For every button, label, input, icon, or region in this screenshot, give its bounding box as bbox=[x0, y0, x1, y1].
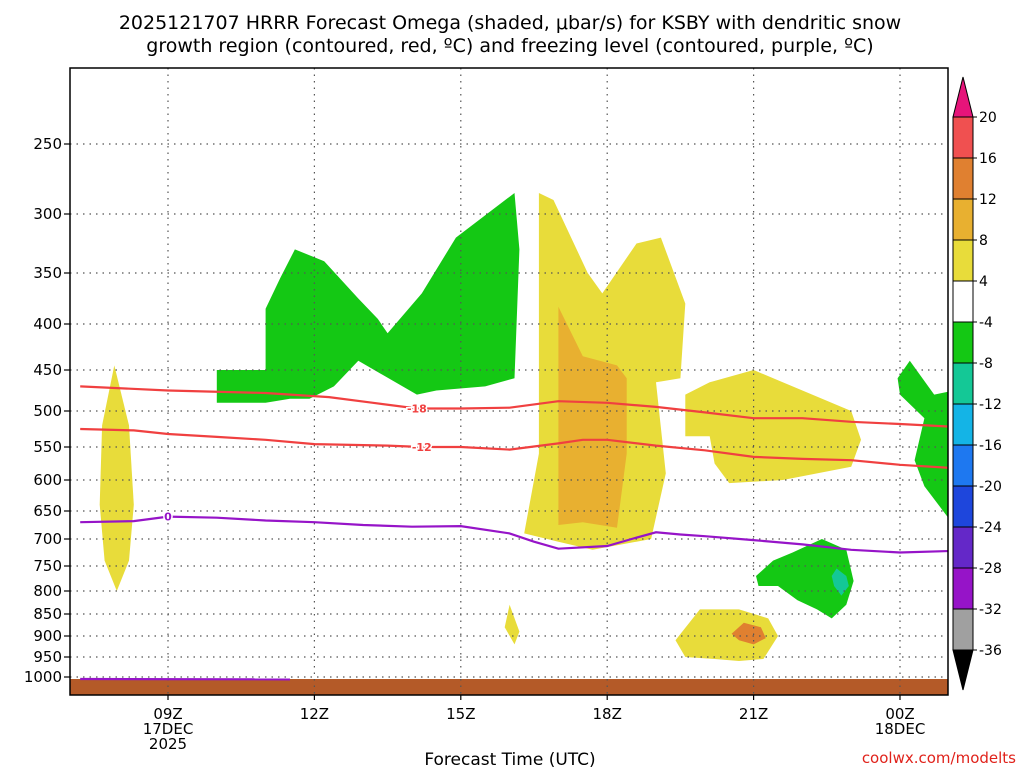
grid-layer bbox=[70, 68, 948, 695]
colorbar-swatch bbox=[952, 608, 974, 651]
contour-label: -18 bbox=[407, 403, 427, 416]
colorbar-label: -8 bbox=[979, 356, 993, 372]
colorbar: 20 16 12 8 4 -4 -8 -12 -16 -20 -24 -28 -32 -36 bbox=[952, 76, 1002, 691]
colorbar-label: -36 bbox=[979, 643, 1002, 659]
y-tick-label: 400 bbox=[33, 315, 62, 333]
y-tick-label: 850 bbox=[33, 605, 62, 623]
x-tick-label: 21Z bbox=[739, 705, 768, 723]
colorbar-top-arrow bbox=[952, 76, 974, 118]
y-tick-label: 600 bbox=[33, 471, 62, 489]
contour-layer: -18 -12 0 bbox=[80, 385, 948, 681]
colorbar-swatch bbox=[952, 444, 974, 487]
omega-region-1 bbox=[216, 193, 520, 403]
colorbar-label: -28 bbox=[979, 561, 1002, 577]
y-tick-label: 700 bbox=[33, 530, 62, 548]
y-tick-label: 450 bbox=[33, 361, 62, 379]
omega-region-8 bbox=[675, 609, 778, 661]
y-tick-label: 350 bbox=[33, 264, 62, 282]
y-tick-label: 1000 bbox=[24, 668, 62, 686]
omega-region-3 bbox=[558, 306, 627, 528]
colorbar-swatch bbox=[952, 239, 974, 282]
y-tick-label: 500 bbox=[33, 402, 62, 420]
contour-line-1 bbox=[80, 427, 948, 469]
x-tick-label: 18Z bbox=[593, 705, 622, 723]
x-tick-label: 12Z bbox=[300, 705, 329, 723]
y-tick-label: 550 bbox=[33, 438, 62, 456]
colorbar-label: -4 bbox=[979, 315, 993, 331]
credit-label: coolwx.com/modelts bbox=[862, 749, 1016, 767]
chart-title-line-2: growth region (contoured, red, ºC) and f… bbox=[146, 35, 873, 57]
colorbar-label: 20 bbox=[979, 110, 997, 126]
omega-region-4 bbox=[685, 370, 861, 484]
colorbar-swatch bbox=[952, 567, 974, 610]
contour-label: -12 bbox=[412, 441, 432, 454]
y-tick-label: 950 bbox=[33, 648, 62, 666]
contour-line-2 bbox=[80, 515, 948, 554]
y-tick-label: 300 bbox=[33, 205, 62, 223]
x-tick-label: 15Z bbox=[446, 705, 475, 723]
omega-region-10 bbox=[897, 360, 948, 518]
y-tick-label: 900 bbox=[33, 627, 62, 645]
omega-region-0 bbox=[99, 365, 134, 591]
colorbar-swatch bbox=[952, 362, 974, 405]
ground-strip bbox=[70, 679, 948, 695]
omega-shading-layer bbox=[99, 193, 948, 661]
x-tick-label: 09Z bbox=[153, 705, 182, 723]
contour-line-0 bbox=[80, 385, 948, 428]
omega-region-6 bbox=[831, 568, 849, 596]
omega-region-5 bbox=[756, 539, 854, 619]
plot-frame bbox=[69, 67, 949, 696]
y-axis-ticks: 250 300 350 400 450 500 550 600 650 700 750 800 850 9… bbox=[24, 135, 70, 686]
colorbar-swatch bbox=[952, 157, 974, 200]
colorbar-label: -12 bbox=[979, 397, 1002, 413]
colorbar-label: 8 bbox=[979, 233, 988, 249]
colorbar-label: 4 bbox=[979, 274, 988, 290]
omega-region-7 bbox=[504, 604, 520, 645]
colorbar-label: -16 bbox=[979, 438, 1002, 454]
x-tick-label: 18DEC bbox=[875, 720, 926, 738]
colorbar-swatch bbox=[952, 116, 974, 159]
colorbar-swatch bbox=[952, 526, 974, 569]
x-axis-label: Forecast Time (UTC) bbox=[424, 750, 595, 768]
chart-title-line-1: 2025121707 HRRR Forecast Omega (shaded, … bbox=[119, 12, 901, 34]
x-tick-label: 2025 bbox=[149, 735, 187, 753]
colorbar-swatch bbox=[952, 280, 974, 323]
colorbar-label: 12 bbox=[979, 192, 997, 208]
colorbar-swatch bbox=[952, 198, 974, 241]
colorbar-swatch bbox=[952, 403, 974, 446]
omega-region-9 bbox=[731, 622, 766, 645]
colorbar-label: -24 bbox=[979, 520, 1002, 536]
ground-layer bbox=[70, 679, 948, 695]
y-tick-label: 750 bbox=[33, 557, 62, 575]
colorbar-swatch bbox=[952, 485, 974, 528]
y-tick-label: 250 bbox=[33, 135, 62, 153]
x-tick-label: 17DEC bbox=[143, 720, 194, 738]
colorbar-label: -32 bbox=[979, 602, 1002, 618]
colorbar-swatch bbox=[952, 321, 974, 364]
colorbar-bottom-arrow bbox=[952, 649, 974, 691]
x-tick-label: 00Z bbox=[885, 705, 914, 723]
contour-label: 0 bbox=[164, 511, 172, 524]
colorbar-label: 16 bbox=[979, 151, 997, 167]
y-tick-label: 800 bbox=[33, 582, 62, 600]
colorbar-label: -20 bbox=[979, 479, 1002, 495]
y-tick-label: 650 bbox=[33, 502, 62, 520]
